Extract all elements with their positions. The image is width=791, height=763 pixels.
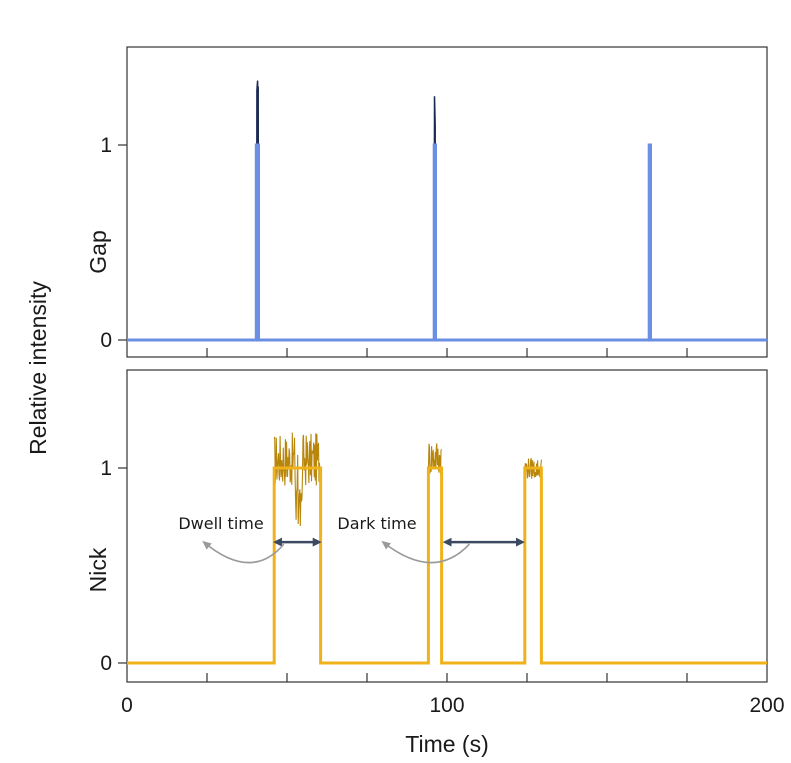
x-axis-title: Time (s) <box>405 731 488 757</box>
gap-idealized-trace <box>127 143 767 342</box>
xtick-label-100: 100 <box>429 694 464 717</box>
xtick-label-0: 0 <box>121 694 133 717</box>
gap-plot-layer <box>118 80 767 357</box>
nick-ytick-label-1: 1 <box>100 457 112 480</box>
nick-raw-trace-3 <box>524 458 542 479</box>
nick-raw-trace-2 <box>427 443 443 476</box>
annotation-curve-arrow-2 <box>381 540 470 564</box>
dark-time-label: Dark time <box>337 514 416 533</box>
nick-idealized-trace <box>127 466 767 665</box>
gap-ytick-label-0: 0 <box>100 329 112 352</box>
nick-raw-trace-1 <box>273 432 322 527</box>
y-axis-title: Relative intensity <box>25 281 51 455</box>
gap-raw-trace <box>127 80 767 341</box>
gap-panel-frame <box>126 46 768 358</box>
dwell-time-label: Dwell time <box>178 514 263 533</box>
nick-ytick-label-0: 0 <box>100 652 112 675</box>
nick-panel-label: Nick <box>85 547 111 592</box>
gap-ytick-label-1: 1 <box>100 134 112 157</box>
xtick-label-200: 200 <box>749 694 784 717</box>
gap-panel-label: Gap <box>85 230 111 273</box>
nick-plot-layer <box>118 432 767 682</box>
annotation-curve-arrow-1 <box>202 540 285 564</box>
